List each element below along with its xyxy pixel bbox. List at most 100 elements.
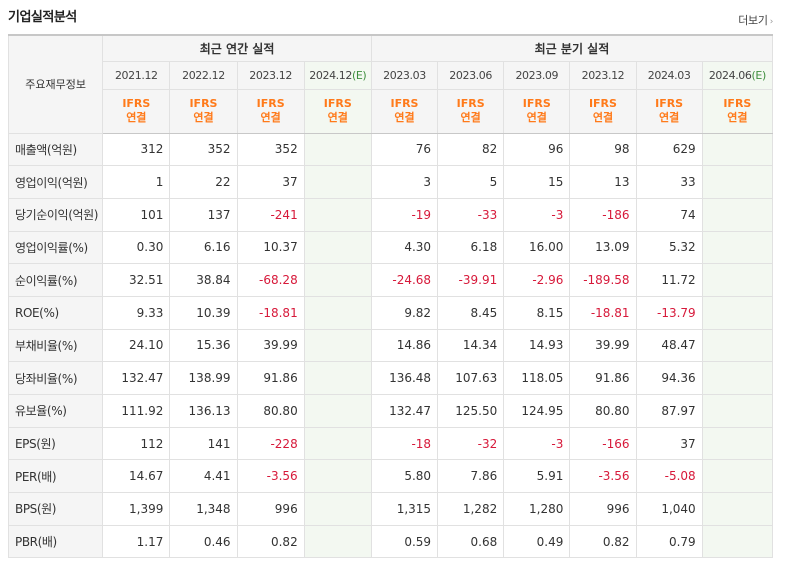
table-row: BPS(원) 1,399 1,348 996 1,315 1,282 1,280 996 1,0…	[7, 492, 774, 526]
ifrs-header: IFRS 연결	[503, 88, 571, 134]
table-cell: 10.37	[236, 230, 305, 265]
table-cell	[303, 426, 372, 461]
period-header: 2024.06(E)	[701, 60, 774, 90]
table-cell: 996	[569, 492, 637, 526]
table-cell	[303, 492, 372, 526]
table-cell: 0.30	[102, 230, 171, 265]
table-cell: 14.67	[102, 459, 171, 494]
table-cell: 80.80	[569, 394, 637, 428]
table-cell: 32.51	[102, 263, 171, 297]
table-cell	[701, 132, 774, 167]
table-cell: -68.28	[236, 263, 305, 297]
table-cell: 352	[236, 132, 305, 167]
table-cell: 1	[102, 165, 171, 199]
table-cell: 112	[102, 426, 171, 461]
ifrs-label: IFRS	[189, 97, 218, 110]
table-row: 순이익률(%) 32.51 38.84 -68.28 -24.68 -39.91 -2.96…	[7, 263, 774, 297]
table-cell: 13.09	[569, 230, 637, 265]
table-cell	[701, 426, 774, 461]
table-cell: 136.13	[169, 394, 238, 428]
table-cell: 1,282	[437, 492, 505, 526]
table-cell: 101	[102, 197, 171, 232]
table-cell: 0.49	[503, 524, 571, 559]
table-cell: 15.36	[169, 328, 238, 363]
table-cell: 6.18	[437, 230, 505, 265]
row-label: 당기순이익(억원)	[7, 197, 104, 232]
row-label: BPS(원)	[7, 492, 104, 526]
table-cell: 111.92	[102, 394, 171, 428]
table-cell	[303, 328, 372, 363]
row-label: 유보율(%)	[7, 394, 104, 428]
table-cell: -186	[569, 197, 637, 232]
table-cell: 1,280	[503, 492, 571, 526]
ifrs-label: IFRS	[390, 97, 419, 110]
table-cell: 10.39	[169, 295, 238, 330]
table-cell: 94.36	[635, 361, 703, 395]
period-header: 2022.12	[169, 60, 238, 90]
table-cell: 76	[370, 132, 439, 167]
table-cell: 9.33	[102, 295, 171, 330]
table-cell: -3.56	[569, 459, 637, 494]
row-label: ROE(%)	[7, 295, 104, 330]
period-header: 2024.12(E)	[303, 60, 372, 90]
table-cell: 14.34	[437, 328, 505, 363]
table-cell: 74	[635, 197, 703, 232]
table-cell: 1,348	[169, 492, 238, 526]
period-label: 2022.12	[182, 68, 225, 82]
period-header: 2023.12	[569, 60, 637, 90]
period-label: 2021.12	[114, 68, 158, 82]
consolidated-label: 연결	[126, 111, 147, 124]
table-cell: -3.56	[236, 459, 305, 494]
table-cell	[303, 263, 372, 297]
table-cell: 33	[635, 165, 703, 199]
consolidated-label: 연결	[460, 111, 481, 124]
ifrs-label: IFRS	[256, 97, 285, 110]
table-cell: 118.05	[503, 361, 571, 395]
period-header: 2023.12	[236, 60, 305, 90]
table-row: ROE(%) 9.33 10.39 -18.81 9.82 8.45 8.15 -18.81-…	[7, 295, 774, 330]
row-label: 순이익률(%)	[7, 263, 104, 297]
table-cell: 1,399	[102, 492, 171, 526]
consolidated-label: 연결	[727, 111, 748, 124]
table-cell: 98	[569, 132, 637, 167]
table-cell: 5.91	[503, 459, 571, 494]
period-label: 2024.03	[647, 68, 691, 82]
row-label: 부채비율(%)	[7, 328, 104, 363]
table-cell	[303, 524, 372, 559]
period-label: 2023.12	[249, 68, 292, 82]
table-row: PER(배) 14.67 4.41 -3.56 5.80 7.86 5.91 -3.56 -5.…	[7, 459, 774, 494]
estimate-marker: (E)	[351, 68, 367, 82]
consolidated-label: 연결	[260, 111, 281, 124]
more-link[interactable]: 더보기 ›	[738, 12, 773, 28]
table-row: 당기순이익(억원) 101 137 -241 -19 -33 -3 -186 74	[7, 197, 774, 232]
table-cell: 13	[569, 165, 637, 199]
table-cell: -32	[437, 426, 505, 461]
estimate-marker: (E)	[751, 68, 767, 82]
table-cell: -39.91	[437, 263, 505, 297]
row-label: 영업이익률(%)	[7, 230, 104, 265]
table-cell: 96	[503, 132, 571, 167]
period-header: 2021.12	[102, 60, 171, 90]
table-cell: 1.17	[102, 524, 171, 559]
table-cell: 629	[635, 132, 703, 167]
ifrs-header: IFRS 연결	[569, 88, 637, 134]
ifrs-header: IFRS 연결	[437, 88, 505, 134]
table-cell: -5.08	[635, 459, 703, 494]
consolidated-label: 연결	[658, 111, 680, 124]
section-title: 기업실적분석	[8, 10, 77, 25]
table-cell: 138.99	[169, 361, 238, 395]
table-cell: -3	[503, 197, 571, 232]
table-cell: 124.95	[503, 394, 571, 428]
more-link-label: 더보기	[738, 14, 768, 27]
group-annual-header: 최근 연간 실적	[102, 34, 372, 62]
table-cell: 4.41	[169, 459, 238, 494]
table-cell: 0.82	[569, 524, 637, 559]
table-cell: -2.96	[503, 263, 571, 297]
table-cell: 0.82	[236, 524, 305, 559]
table-cell: 11.72	[635, 263, 703, 297]
table-cell: 39.99	[236, 328, 305, 363]
table-cell	[701, 263, 774, 297]
table-cell: -241	[236, 197, 305, 232]
table-cell: 14.86	[370, 328, 439, 363]
table-row: 당좌비율(%) 132.47 138.99 91.86 136.48 107.63 118.…	[7, 361, 774, 395]
